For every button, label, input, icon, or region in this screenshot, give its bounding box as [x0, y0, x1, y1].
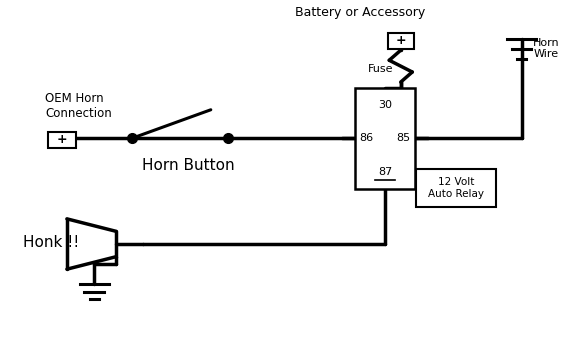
Text: Horn
Wire: Horn Wire	[533, 38, 560, 59]
Text: Fuse: Fuse	[368, 64, 394, 74]
Bar	[388, 33, 414, 49]
Text: 12 Volt
Auto Relay: 12 Volt Auto Relay	[428, 177, 484, 198]
Text: 85: 85	[396, 133, 410, 143]
Text: Horn Button: Horn Button	[143, 158, 235, 174]
Text: Honk !!: Honk !!	[23, 235, 79, 250]
Text: 86: 86	[359, 133, 373, 143]
Bar	[48, 132, 76, 148]
Bar	[355, 88, 415, 189]
Text: Battery or Accessory: Battery or Accessory	[295, 6, 426, 19]
Text: +: +	[395, 34, 406, 48]
Text: 87: 87	[378, 167, 392, 177]
Text: +: +	[57, 133, 67, 147]
Bar	[416, 168, 496, 207]
Text: 30: 30	[378, 100, 392, 110]
Text: OEM Horn
Connection: OEM Horn Connection	[45, 92, 112, 120]
